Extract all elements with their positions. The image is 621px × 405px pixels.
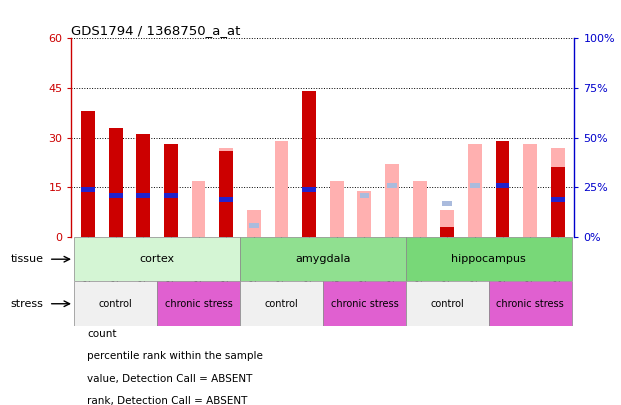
Bar bbox=[240, 281, 323, 326]
Text: chronic stress: chronic stress bbox=[496, 299, 564, 309]
Text: count: count bbox=[87, 329, 117, 339]
Bar bbox=[219, 151, 233, 237]
Bar bbox=[81, 111, 95, 237]
Bar bbox=[440, 211, 454, 237]
Text: GDS1794 / 1368750_a_at: GDS1794 / 1368750_a_at bbox=[71, 24, 241, 37]
Text: amygdala: amygdala bbox=[295, 254, 351, 264]
Bar bbox=[387, 183, 397, 188]
Text: hippocampus: hippocampus bbox=[451, 254, 526, 264]
Bar bbox=[137, 193, 150, 198]
Text: stress: stress bbox=[11, 299, 43, 309]
Bar bbox=[413, 181, 427, 237]
Bar bbox=[240, 237, 406, 281]
Bar bbox=[274, 141, 288, 237]
Bar bbox=[323, 281, 406, 326]
Bar bbox=[358, 191, 371, 237]
Bar bbox=[219, 197, 233, 202]
Text: control: control bbox=[430, 299, 464, 309]
Bar bbox=[385, 164, 399, 237]
Bar bbox=[553, 197, 563, 202]
Text: chronic stress: chronic stress bbox=[330, 299, 398, 309]
Bar bbox=[496, 141, 509, 237]
Text: percentile rank within the sample: percentile rank within the sample bbox=[87, 352, 263, 361]
Bar bbox=[468, 144, 482, 237]
Bar bbox=[137, 134, 150, 237]
Bar bbox=[489, 281, 572, 326]
Text: rank, Detection Call = ABSENT: rank, Detection Call = ABSENT bbox=[87, 396, 247, 405]
Bar bbox=[74, 281, 157, 326]
Bar bbox=[219, 148, 233, 237]
Bar bbox=[470, 183, 480, 188]
Text: control: control bbox=[265, 299, 298, 309]
Bar bbox=[157, 281, 240, 326]
Bar bbox=[192, 181, 206, 237]
Bar bbox=[360, 193, 369, 198]
Text: cortex: cortex bbox=[140, 254, 175, 264]
Bar bbox=[442, 201, 452, 206]
Bar bbox=[109, 128, 122, 237]
Bar bbox=[302, 92, 316, 237]
Bar bbox=[249, 223, 259, 228]
Bar bbox=[496, 183, 509, 188]
Bar bbox=[81, 187, 95, 192]
Bar bbox=[551, 148, 564, 237]
Bar bbox=[551, 197, 564, 202]
Text: tissue: tissue bbox=[11, 254, 43, 264]
Bar bbox=[302, 187, 316, 192]
Bar bbox=[164, 193, 178, 198]
Bar bbox=[247, 211, 261, 237]
Text: chronic stress: chronic stress bbox=[165, 299, 232, 309]
Bar bbox=[524, 144, 537, 237]
Bar bbox=[406, 281, 489, 326]
Text: value, Detection Call = ABSENT: value, Detection Call = ABSENT bbox=[87, 374, 252, 384]
Bar bbox=[109, 193, 122, 198]
Bar bbox=[164, 144, 178, 237]
Bar bbox=[74, 237, 240, 281]
Bar bbox=[440, 227, 454, 237]
Bar bbox=[330, 181, 343, 237]
Bar bbox=[551, 168, 564, 237]
Bar bbox=[406, 237, 572, 281]
Text: control: control bbox=[99, 299, 132, 309]
